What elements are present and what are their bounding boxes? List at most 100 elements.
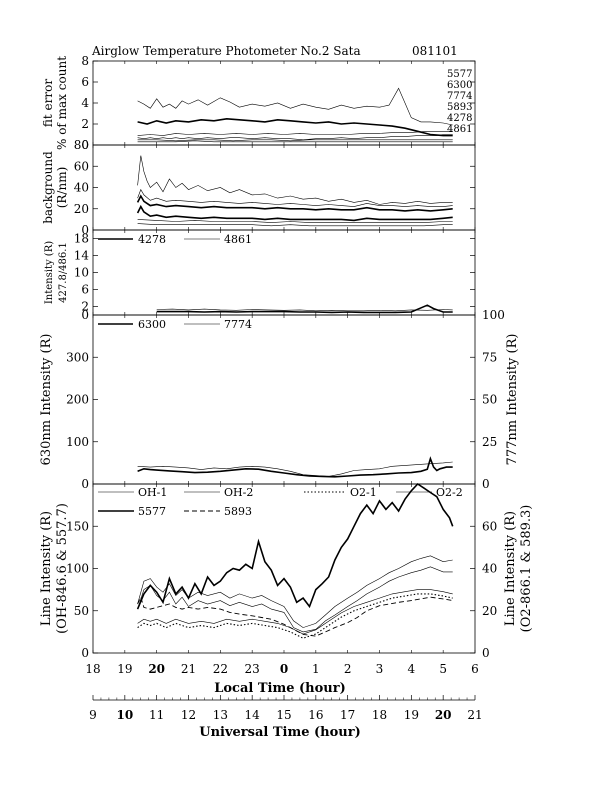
series-line-e bbox=[137, 219, 453, 223]
y-tick-label: 14 bbox=[74, 249, 90, 263]
y-tick-label: 0 bbox=[81, 646, 89, 660]
panel-4-frame bbox=[92, 314, 476, 485]
series-line-5893 bbox=[137, 595, 453, 637]
series-line-4861 bbox=[156, 308, 453, 312]
y-tick-label: 200 bbox=[66, 393, 89, 407]
panel-3: 02 6 10 14 18 Intensity (R) 427.8/486.1 4278 486… bbox=[44, 230, 476, 322]
axis-tick-label-10: 10 bbox=[116, 708, 133, 722]
legend-label-6300: 6300 bbox=[138, 318, 166, 331]
legend-label-5893: 5893 bbox=[224, 505, 252, 518]
y2-tick-label: 0 bbox=[482, 646, 490, 660]
series-line-c bbox=[136, 194, 453, 212]
y-axis-label-line2: (R/nm) bbox=[55, 167, 69, 209]
y-tick-label: 0 bbox=[81, 477, 89, 491]
panel-4: 0 100 200 300 0 25 50 75 100 630nm Intensity (R) 7… bbox=[39, 308, 520, 491]
axis-tick-label-18: 18 bbox=[85, 662, 100, 676]
y-tick-label: 18 bbox=[74, 232, 89, 246]
y2-tick-label: 75 bbox=[482, 350, 497, 364]
series-line-d bbox=[136, 204, 453, 222]
y-axis-label-line1: Line Intensity (R) bbox=[39, 511, 54, 626]
axis-tick-label-5: 5 bbox=[439, 662, 447, 676]
y-tick-label: 2 bbox=[81, 117, 89, 131]
series-line-4278 bbox=[156, 304, 453, 314]
y-axis-label-line2: 427.8/486.1 bbox=[58, 242, 69, 303]
x-axis-local-time: 18 19 20 21 22 23 0 1 2 3 4 5 6 bbox=[85, 662, 478, 676]
y2-axis-label-line1: Line Intensity (R) bbox=[503, 511, 518, 626]
series-line-OH-2 bbox=[137, 555, 453, 628]
y-tick-label: 0 bbox=[81, 308, 89, 322]
y-tick-label: 8 bbox=[81, 54, 89, 68]
axis-tick-label-4: 4 bbox=[408, 662, 416, 676]
legend-label-4278: 4278 bbox=[138, 233, 166, 246]
legend-label-OH-1: OH-1 bbox=[138, 486, 167, 499]
series-line-6300 bbox=[137, 117, 453, 137]
series-line-5577 bbox=[136, 482, 454, 610]
series-line-f bbox=[137, 223, 453, 227]
series-line-7774 bbox=[137, 87, 453, 126]
axis-tick-label-19: 19 bbox=[404, 708, 419, 722]
y-tick-label: 100 bbox=[66, 435, 89, 449]
axis-tick-label-19: 19 bbox=[117, 662, 132, 676]
y2-axis-label: 777nm Intensity (R) bbox=[505, 334, 520, 466]
axis-tick-label-6: 6 bbox=[471, 662, 479, 676]
axis-tick-label-13: 13 bbox=[213, 708, 228, 722]
y-tick-label: 0 bbox=[81, 223, 89, 237]
x-axis-local-label: Local Time (hour) bbox=[214, 681, 346, 696]
axis-tick-label-18: 18 bbox=[372, 708, 387, 722]
axis-tick-label-17: 17 bbox=[340, 708, 355, 722]
y-axis-label-line1: fit error bbox=[41, 79, 55, 127]
y-tick-label: 40 bbox=[74, 181, 89, 195]
y-tick-label: 80 bbox=[74, 138, 89, 152]
y2-tick-label: 60 bbox=[482, 519, 497, 533]
series-line-a bbox=[137, 155, 453, 205]
axis-tick-label-11: 11 bbox=[149, 708, 164, 722]
y2-tick-label: 0 bbox=[482, 477, 490, 491]
axis-tick-label-15: 15 bbox=[276, 708, 291, 722]
y-tick-label: 150 bbox=[66, 519, 89, 533]
y-axis-label-line2: (OH-846.6 & 557.7) bbox=[55, 503, 70, 634]
panel-1: 0 2 4 6 8 fit error% of max count 557763007774… bbox=[41, 54, 476, 152]
y-tick-label: 4 bbox=[81, 96, 89, 110]
y2-tick-label: 25 bbox=[482, 435, 497, 449]
axis-tick-label-2: 2 bbox=[344, 662, 352, 676]
axis-tick-label-14: 14 bbox=[245, 708, 261, 722]
legend-label-7774: 7774 bbox=[224, 318, 252, 331]
axis-tick-label-9: 9 bbox=[89, 708, 97, 722]
series-label-5577: 5577 bbox=[447, 69, 472, 80]
y2-tick-label: 100 bbox=[482, 308, 505, 322]
series-line-5893 bbox=[137, 131, 453, 136]
y-tick-label: 6 bbox=[81, 283, 89, 297]
chart-title: Airglow Temperature Photometer No.2 Sata bbox=[91, 44, 361, 58]
y-tick-label: 6 bbox=[81, 75, 89, 89]
panel-frames bbox=[92, 60, 476, 654]
axis-tick-label-23: 23 bbox=[245, 662, 260, 676]
y-tick-label: 0 bbox=[81, 138, 89, 152]
series-line-b bbox=[137, 188, 453, 207]
panel-2: 0 20 40 60 80 background (R/nm) bbox=[41, 138, 476, 237]
x-axis-universal-time: 9 10 11 12 13 14 15 16 17 18 19 20 21 bbox=[89, 695, 483, 722]
y-tick-label: 100 bbox=[66, 562, 89, 576]
axis-tick-label-12: 12 bbox=[181, 708, 196, 722]
axis-tick-label-22: 22 bbox=[213, 662, 228, 676]
y-tick-label: 60 bbox=[74, 159, 89, 173]
series-line-O2-2 bbox=[137, 589, 453, 635]
x-axis-ut-label: Universal Time (hour) bbox=[199, 725, 361, 740]
axis-tick-label-20: 20 bbox=[435, 708, 452, 722]
series-label-5893: 5893 bbox=[447, 102, 472, 113]
series-line-5577 bbox=[137, 134, 453, 141]
panel-1-frame bbox=[92, 60, 476, 146]
axis-tick-label-21: 21 bbox=[181, 662, 196, 676]
series-line-7774 bbox=[137, 461, 453, 477]
legend-label-4861: 4861 bbox=[224, 233, 252, 246]
y-tick-label: 300 bbox=[66, 350, 89, 364]
y-tick-label: 10 bbox=[74, 266, 89, 280]
legend-label-OH-2: OH-2 bbox=[224, 486, 253, 499]
axis-tick-label-20: 20 bbox=[148, 662, 165, 676]
y-tick-label: 2 bbox=[81, 300, 89, 314]
series-line-4278 bbox=[137, 140, 453, 143]
y-axis-label-line1: Intensity (R) bbox=[44, 241, 55, 304]
series-label-6300: 6300 bbox=[447, 80, 472, 91]
y-tick-label: 20 bbox=[74, 202, 89, 216]
